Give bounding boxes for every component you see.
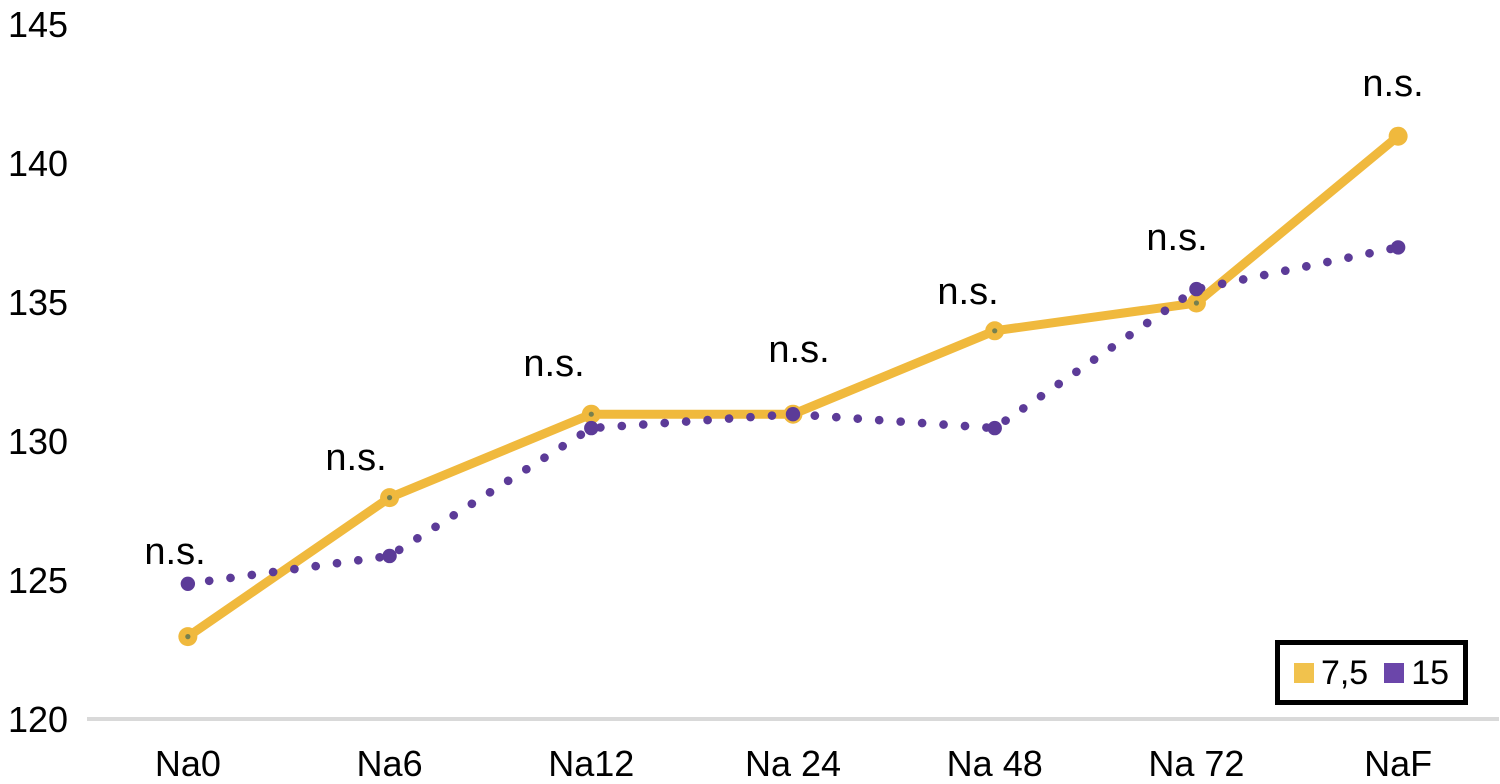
legend-entry-75: 7,5: [1293, 653, 1369, 692]
data-point-marker-15: [1189, 281, 1204, 297]
ns-annotation: n.s.: [768, 329, 829, 371]
ns-annotation: n.s.: [144, 531, 205, 573]
data-point-marker-15: [180, 576, 196, 591]
legend-swatch-15-icon: [1384, 662, 1405, 683]
legend-label-75: 7,5: [1320, 653, 1369, 692]
data-point-marker-15: [1390, 240, 1406, 255]
data-point-marker-15: [584, 420, 599, 436]
data-point-marker-75: [1388, 126, 1408, 146]
ns-annotation: n.s.: [523, 343, 584, 385]
legend-swatch-75-icon: [1293, 662, 1314, 683]
data-point-marker-15: [785, 407, 801, 422]
ns-annotation: n.s.: [937, 271, 998, 313]
x-axis-label: Na 24: [745, 743, 841, 784]
marker-center-dot: [1193, 300, 1200, 306]
y-tick-label: 120: [8, 699, 68, 740]
y-tick-label: 130: [8, 421, 68, 462]
x-axis-label: NaF: [1364, 743, 1432, 784]
marker-center-dot: [992, 328, 998, 334]
x-axis-label: Na12: [548, 743, 634, 784]
marker-center-dot: [386, 495, 393, 501]
x-axis-label: Na0: [155, 743, 221, 784]
marker-center-dot: [588, 411, 594, 417]
legend-label-15: 15: [1411, 653, 1450, 692]
chart-legend: 7,5 15: [1275, 640, 1468, 705]
y-tick-label: 140: [8, 143, 68, 184]
y-tick-label: 145: [8, 4, 68, 45]
series-line-75: [183, 131, 1403, 642]
x-axis-label: Na 72: [1148, 743, 1244, 784]
data-point-marker-15: [382, 548, 397, 564]
data-point-marker-15: [987, 420, 1002, 436]
ns-annotation: n.s.: [325, 437, 386, 479]
ns-annotation: n.s.: [1362, 63, 1423, 105]
marker-center-dot: [185, 634, 191, 640]
ns-annotation: n.s.: [1146, 217, 1207, 259]
y-tick-label: 135: [8, 282, 68, 323]
y-tick-label: 125: [8, 560, 68, 601]
legend-entry-15: 15: [1384, 656, 1449, 690]
x-axis-label: Na6: [357, 743, 423, 784]
x-axis-label: Na 48: [947, 743, 1043, 784]
